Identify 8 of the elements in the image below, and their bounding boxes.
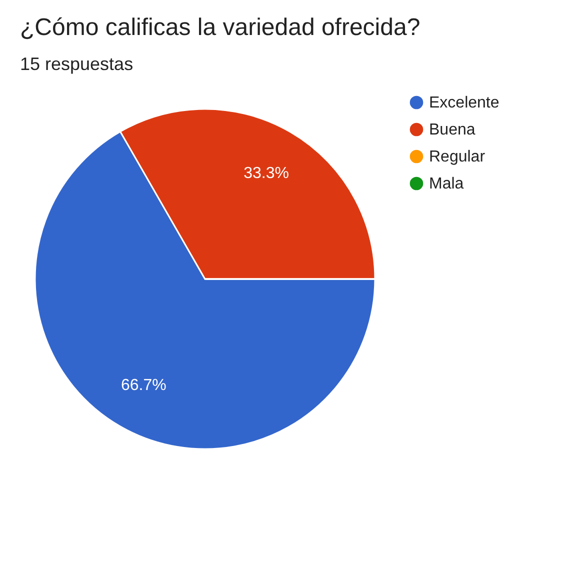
chart-subtitle: 15 respuestas bbox=[20, 54, 134, 74]
legend-label: Regular bbox=[429, 148, 486, 166]
legend-label: Mala bbox=[429, 176, 464, 192]
legend-label: Buena bbox=[429, 122, 476, 138]
data-label: 33.3% bbox=[244, 165, 289, 182]
data-label: 66.7% bbox=[121, 376, 166, 394]
chart-title: ¿Cómo calificas la variedad ofrecida? bbox=[20, 14, 420, 41]
legend-label: Excelente bbox=[429, 94, 500, 112]
